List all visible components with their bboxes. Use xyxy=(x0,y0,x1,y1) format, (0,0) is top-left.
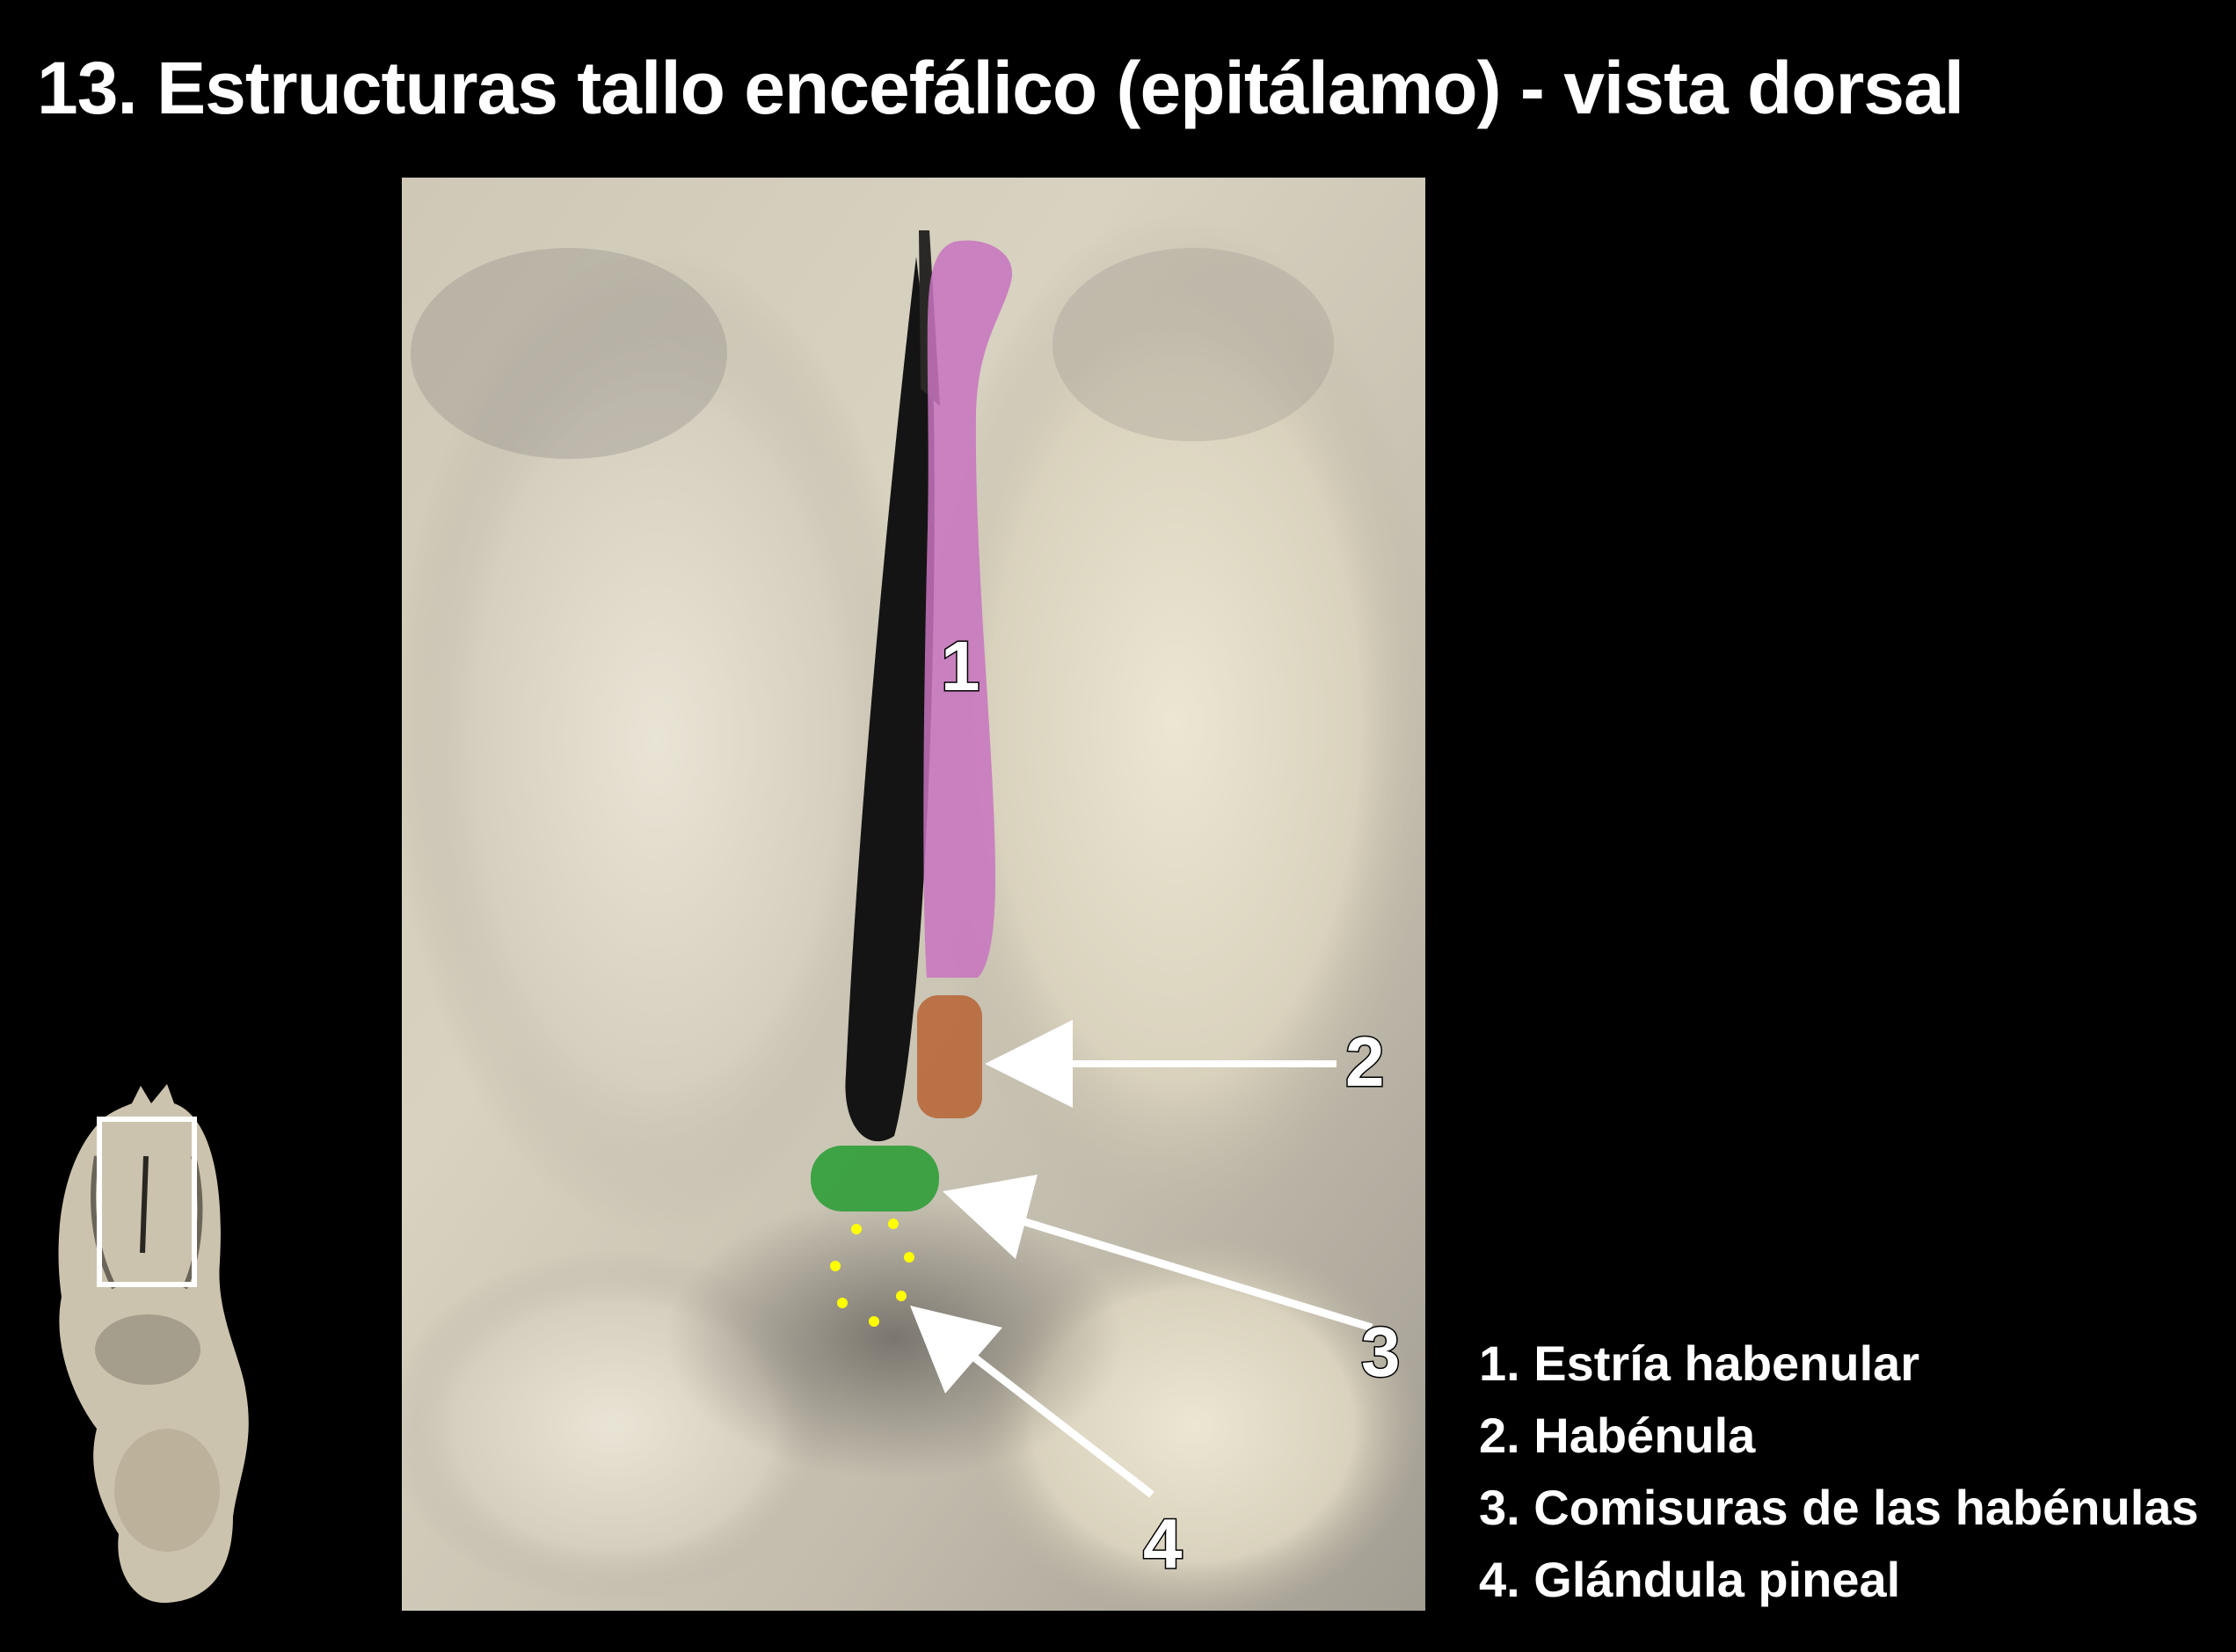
arrow-2 xyxy=(985,1020,1337,1108)
legend-item-habenular-commissure: 3. Comisuras de las habénulas xyxy=(1479,1480,2199,1535)
habenular-commissure-highlight xyxy=(811,1146,939,1212)
arrow-3 xyxy=(943,1175,1373,1332)
legend: 1. Estría habenular 2. Habénula 3. Comis… xyxy=(1479,1328,2199,1616)
arrow-4 xyxy=(910,1306,1154,1498)
marker-3: 3 xyxy=(1361,1313,1401,1391)
legend-item-pineal-gland: 4. Glándula pineal xyxy=(1479,1552,1901,1607)
legend-item-stria-habenular: 1. Estría habenular xyxy=(1479,1335,1920,1391)
stria-habenular-highlight xyxy=(923,240,1013,979)
brainstem-dorsal-photo xyxy=(402,178,1425,1611)
marker-2: 2 xyxy=(1345,1022,1385,1101)
page-title: 13. Estructuras tallo encefálico (epitál… xyxy=(37,47,1964,129)
habenula-highlight xyxy=(917,995,982,1118)
pineal-gland-outline xyxy=(830,1219,914,1327)
marker-4: 4 xyxy=(1143,1504,1183,1583)
brainstem-thumbnail xyxy=(58,1084,249,1604)
marker-1: 1 xyxy=(941,627,980,705)
legend-item-habenula: 2. Habénula xyxy=(1479,1408,1756,1463)
location-box xyxy=(97,1117,197,1287)
